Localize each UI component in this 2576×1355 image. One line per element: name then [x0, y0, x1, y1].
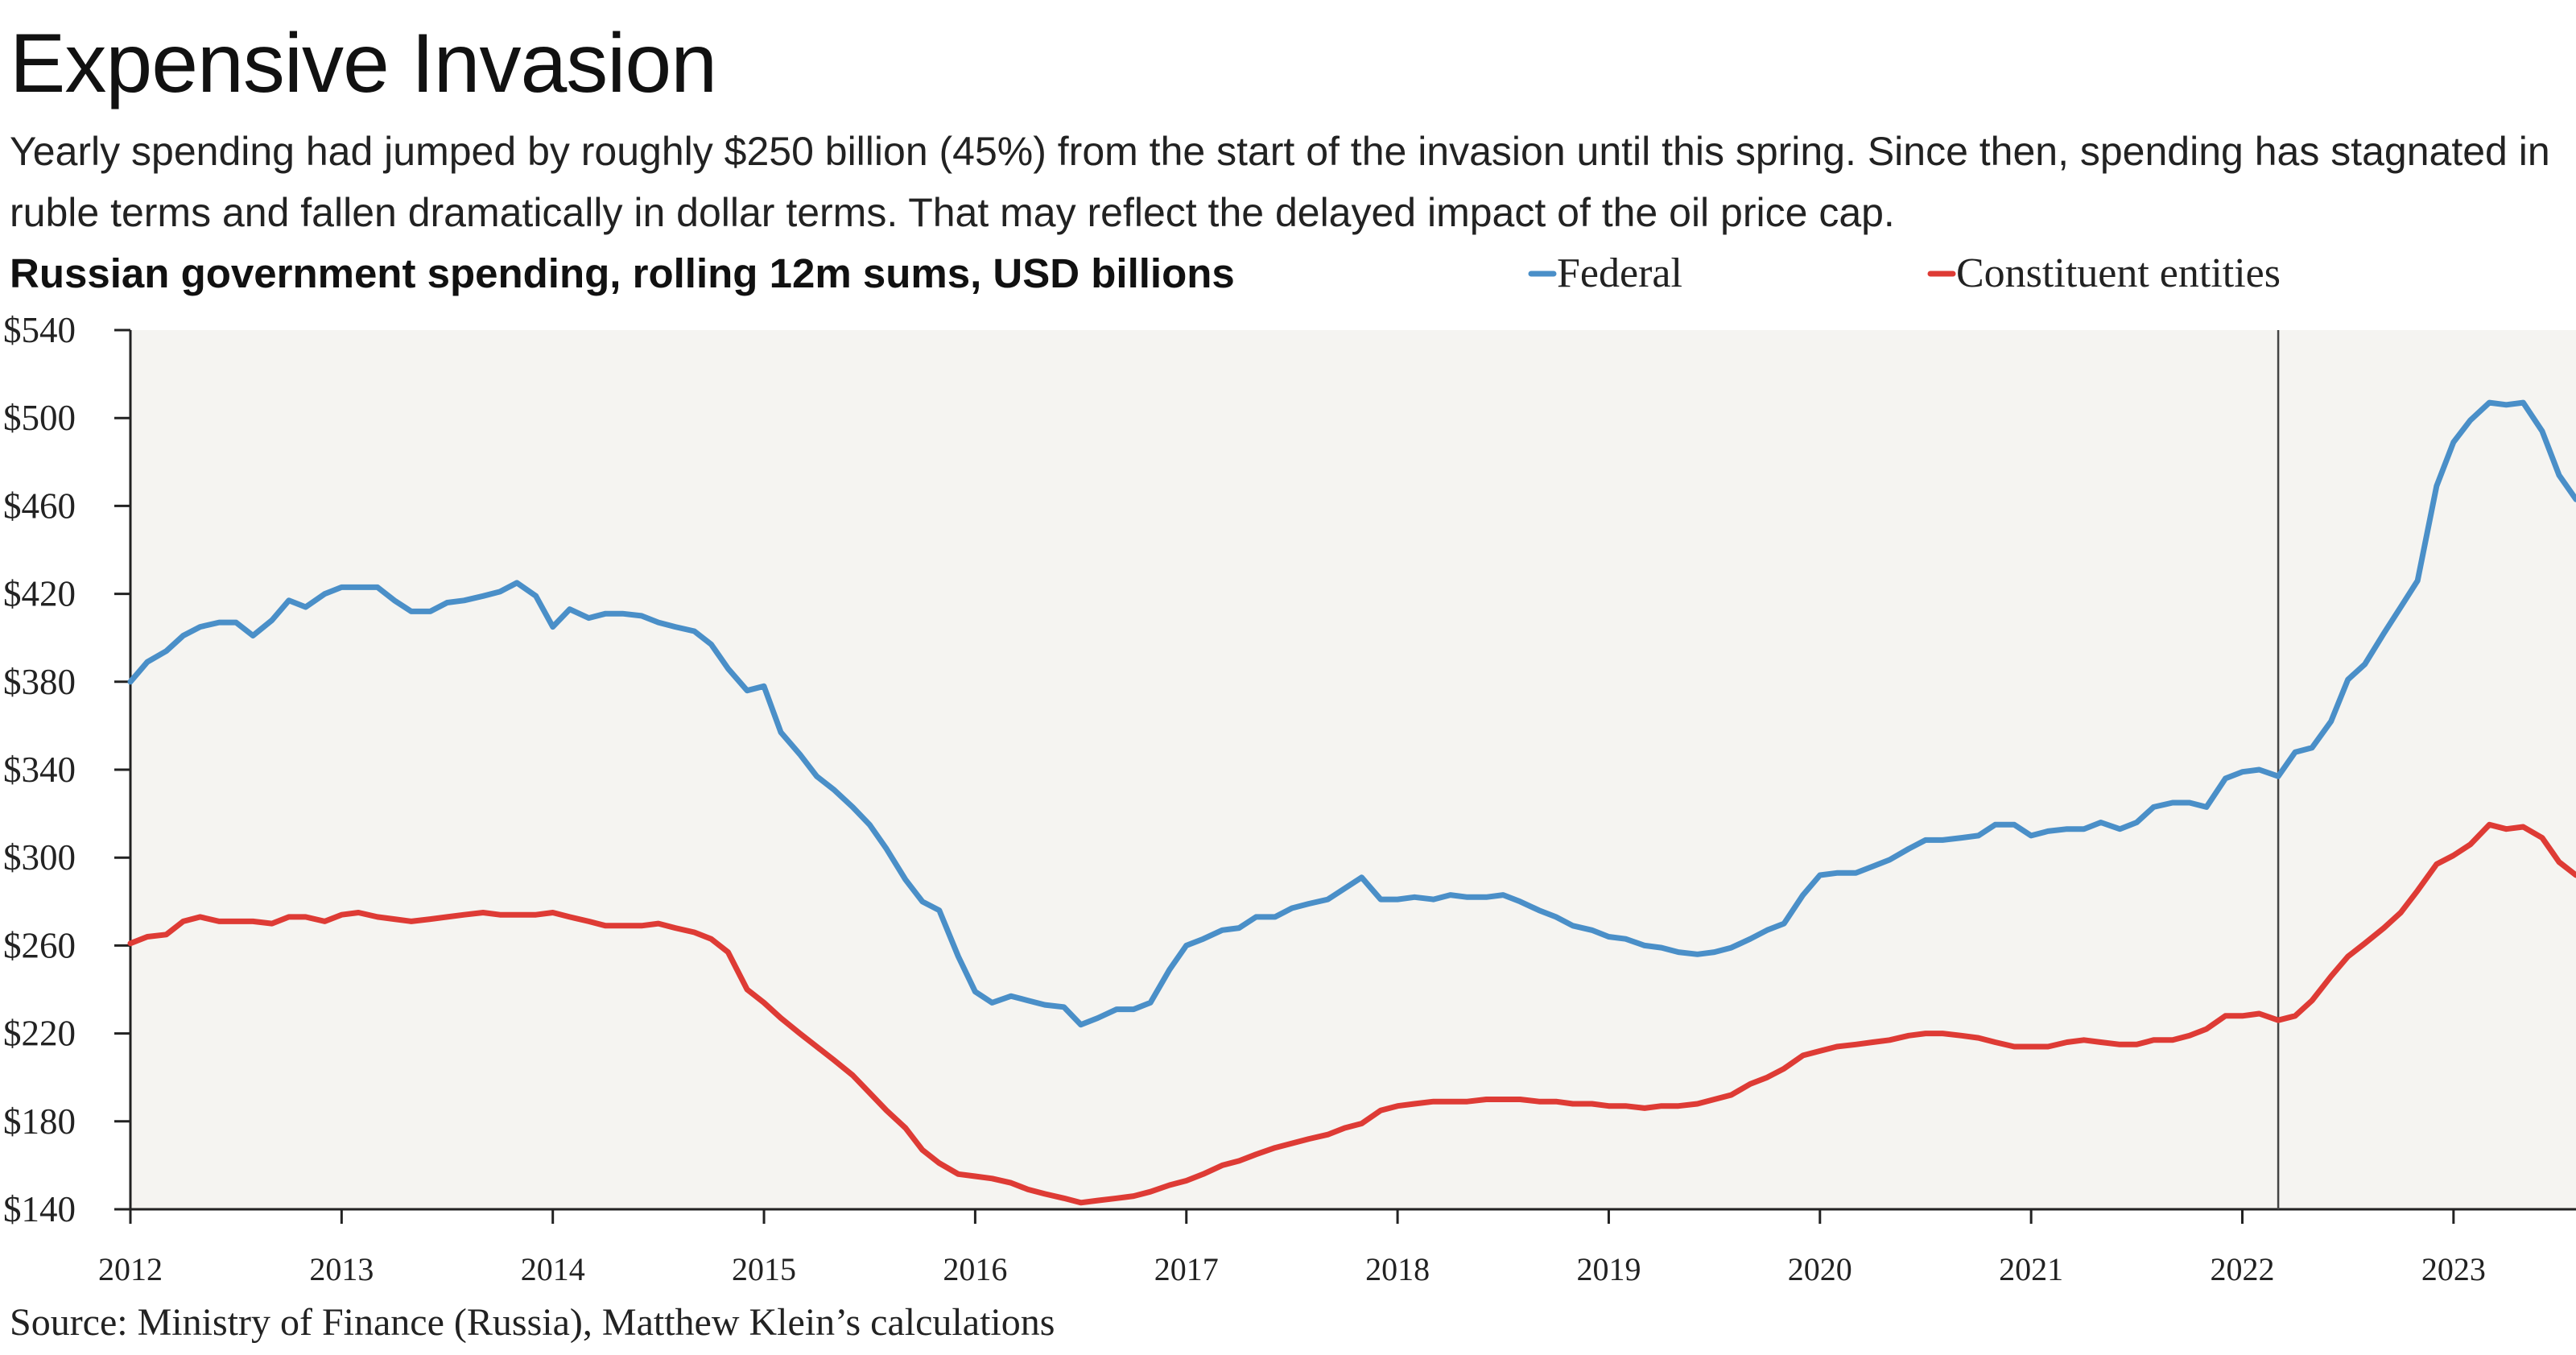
series-line-constituent-entities [127, 821, 2576, 1206]
x-tick-label: 2019 [1576, 1251, 1641, 1287]
plot-background [130, 330, 2576, 1209]
x-tick-label: 2015 [732, 1251, 796, 1287]
y-tick-label: $380 [3, 662, 76, 702]
legend-label: Constituent entities [1956, 250, 2281, 296]
x-tick-label: 2017 [1154, 1251, 1219, 1287]
x-tick-label: 2020 [1788, 1251, 1852, 1287]
y-tick-label: $420 [3, 574, 76, 614]
y-tick-label: $460 [3, 485, 76, 526]
y-axis: $140 $180 $220 $260 $300 $340 $380 $420 $460 $500… [3, 310, 132, 1229]
chart-heading: Russian government spending, rolling 12m… [10, 250, 1235, 296]
x-tick-label: 2022 [2210, 1251, 2274, 1287]
legend-label: Federal [1557, 250, 1682, 296]
chart-title: Expensive Invasion [10, 17, 717, 110]
x-tick-label: 2016 [943, 1251, 1007, 1287]
x-axis: 2012 2013 2014 2015 2016 2017 2018 2019 2020 2021… [98, 1208, 2576, 1287]
chart-subtitle: Yearly spending had jumped by roughly $2… [10, 129, 2550, 235]
legend: Federal Constituent entities [1528, 250, 2281, 296]
x-tick-label: 2021 [1999, 1251, 2063, 1287]
x-tick-label: 2012 [98, 1251, 163, 1287]
y-tick-label: $340 [3, 750, 76, 790]
y-tick-label: $500 [3, 398, 76, 438]
y-tick-label: $260 [3, 925, 76, 965]
y-tick-label: $220 [3, 1014, 76, 1054]
y-tick-label: $300 [3, 837, 76, 878]
source-note: Source: Ministry of Finance (Russia), Ma… [10, 1301, 1055, 1344]
y-tick-label: $140 [3, 1189, 76, 1229]
y-tick-label: $540 [3, 310, 76, 350]
x-tick-label: 2023 [2421, 1251, 2486, 1287]
series-line-federal [127, 399, 2576, 1028]
x-tick-label: 2014 [521, 1251, 585, 1287]
series-layer [127, 399, 2576, 1206]
y-tick-label: $180 [3, 1101, 76, 1142]
x-tick-label: 2018 [1365, 1251, 1430, 1287]
x-tick-label: 2013 [309, 1251, 374, 1287]
